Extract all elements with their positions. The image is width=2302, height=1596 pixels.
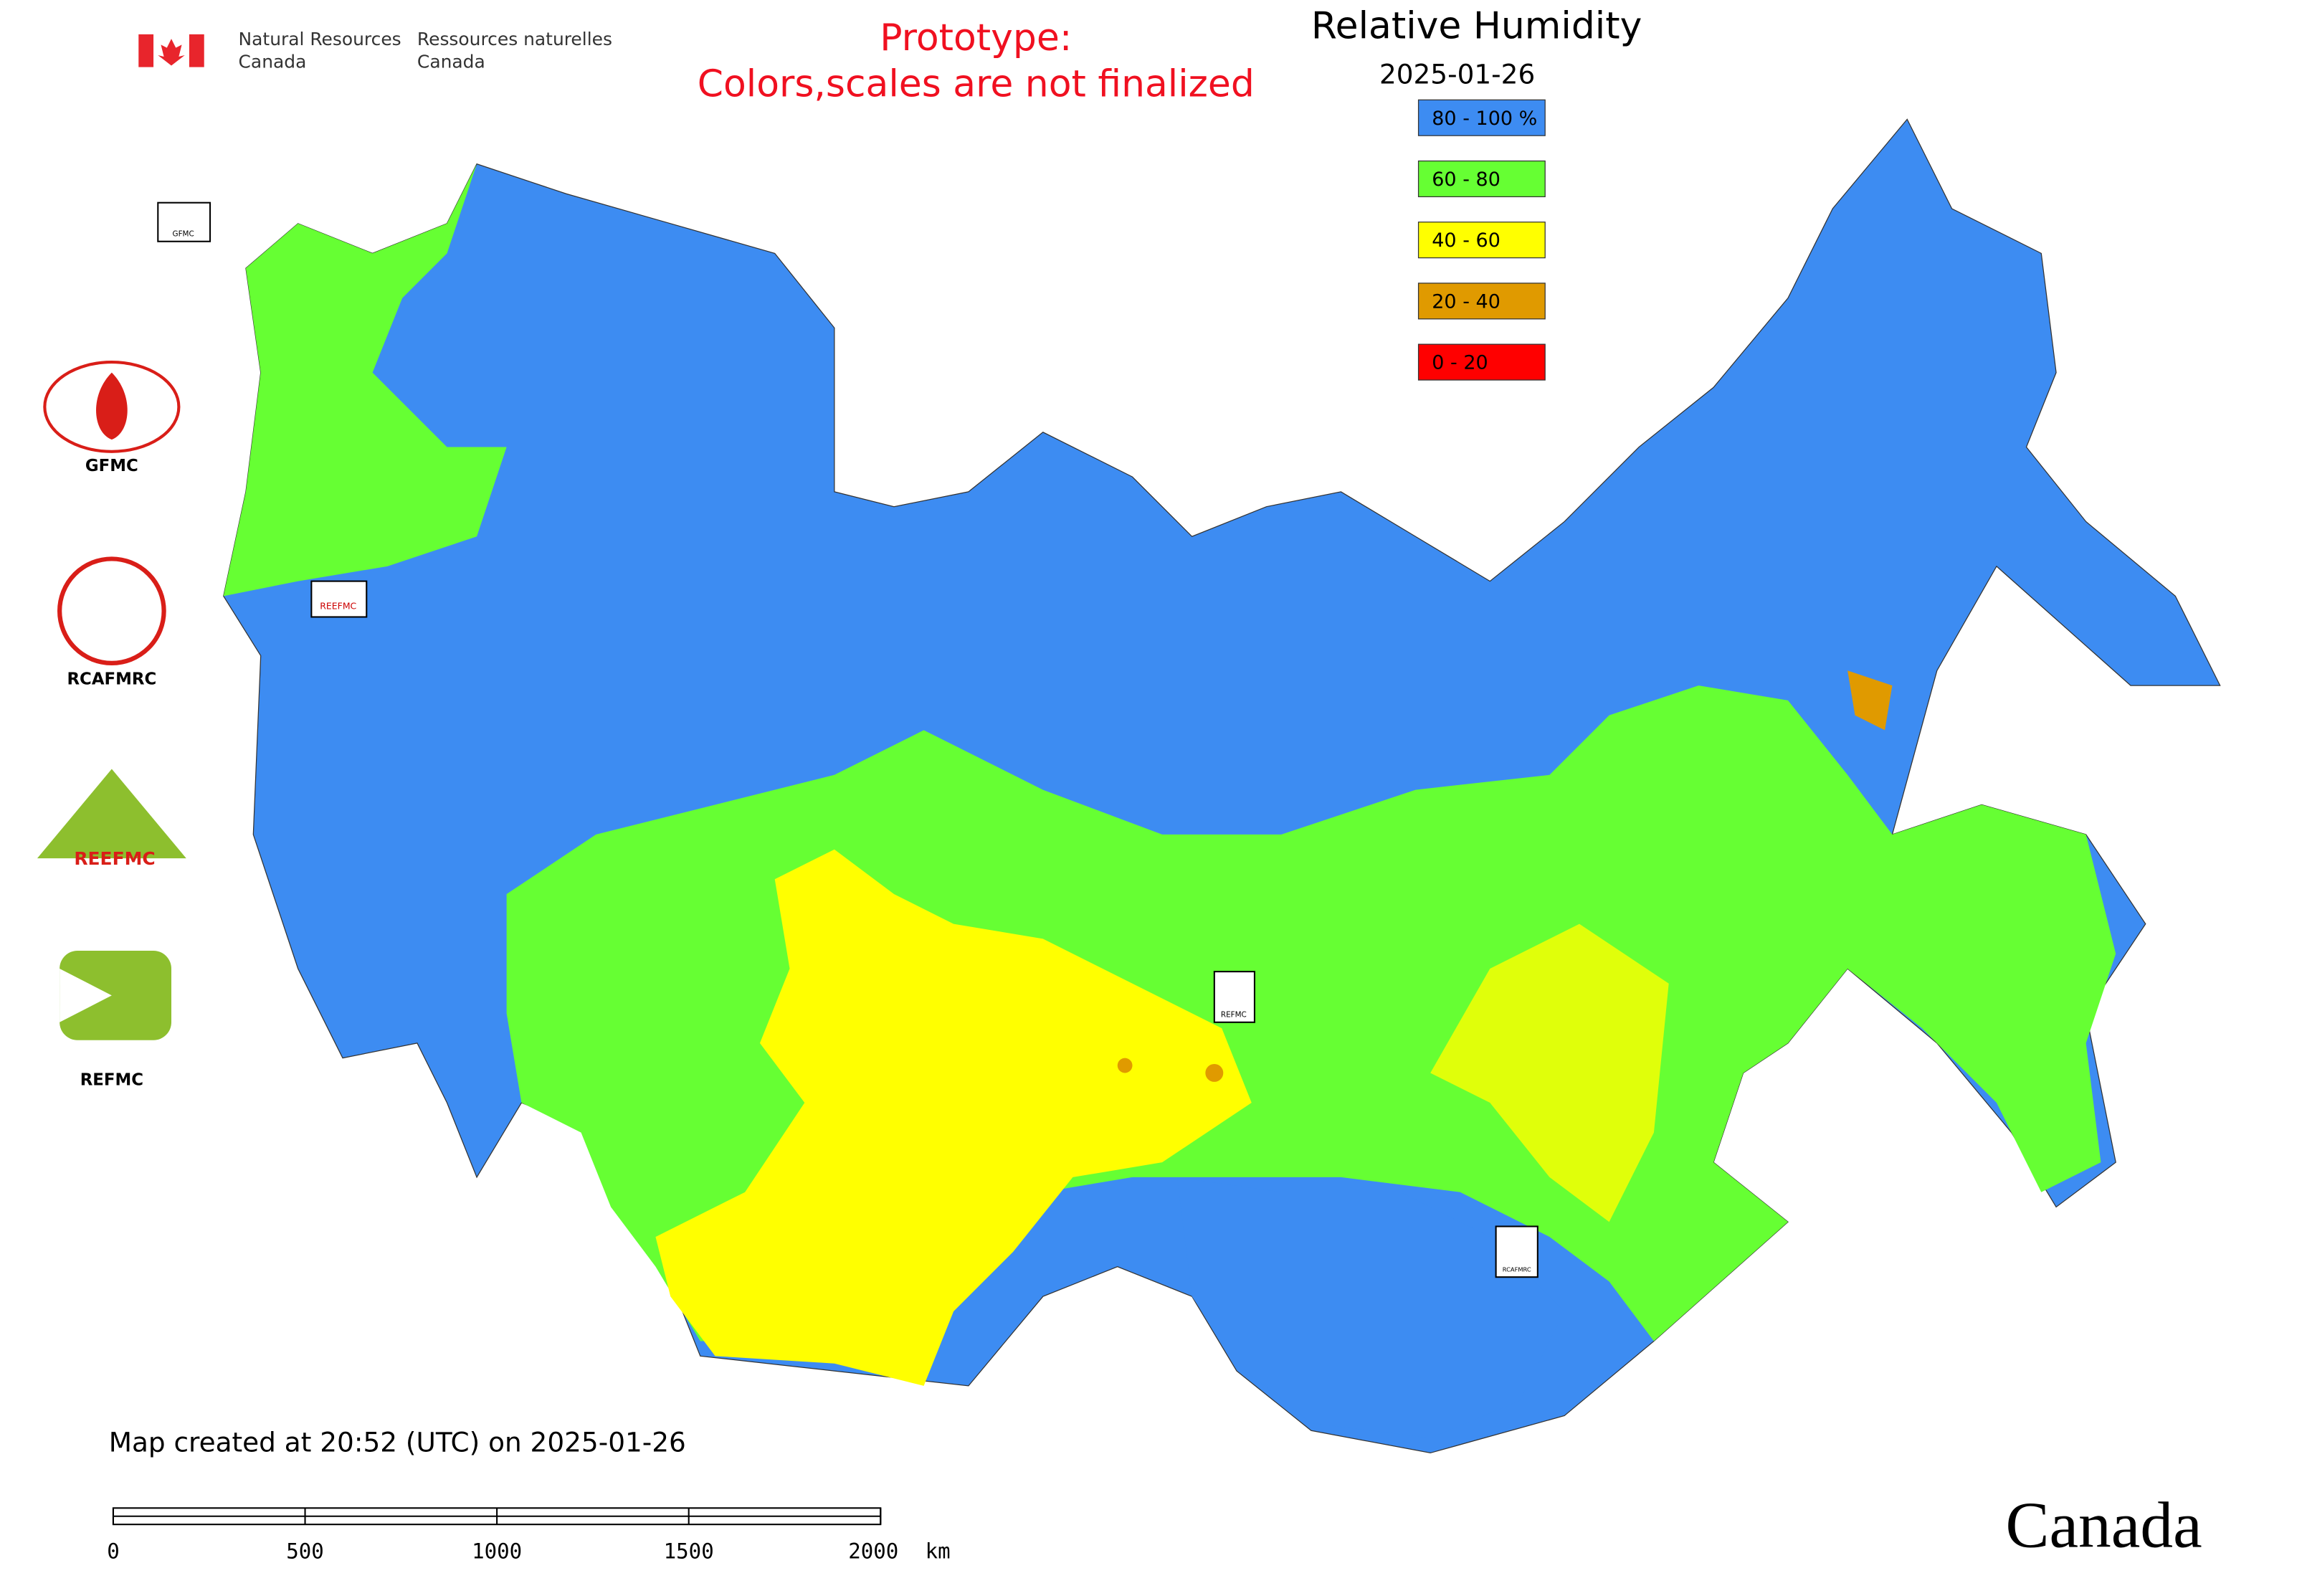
map-marker [157, 201, 211, 242]
nrcan-signature: Natural Resources Canada Ressources natu… [138, 29, 612, 72]
region-humid [1176, 1177, 1565, 1438]
region-very-dry [1205, 1063, 1224, 1082]
notice: Prototype: [880, 16, 1072, 60]
marker-label: RCAFMRC [1503, 1265, 1531, 1273]
created-note: Map created at 20:52 (UTC) on 2025-01-26 [109, 1426, 686, 1458]
legend-label: 60 - 80 [1432, 168, 1500, 191]
legend-swatch [1417, 222, 1546, 259]
maple-leaf [158, 39, 185, 66]
legend-label: 0 - 20 [1432, 352, 1488, 374]
logo-reefmc [37, 769, 186, 859]
logo-flame [96, 372, 128, 440]
scale-bar: 0 500 1000 1500 2000 km [107, 1507, 951, 1564]
canada-wordmark: Canada [2005, 1489, 2202, 1562]
logo-label: GFMC [85, 457, 138, 475]
agency-en: Canada [239, 51, 307, 72]
legend-swatch [1417, 282, 1546, 320]
legend-swatch [1417, 99, 1546, 136]
logo-sigma [60, 968, 112, 1022]
agency-en: Natural Resources [239, 29, 401, 49]
logo-label: REEFMC [74, 848, 155, 869]
logo-label: RCAFMRC [67, 670, 156, 688]
legend: 80 - 100 % 60 - 80 40 - 60 20 - 40 0 - 20 [1417, 99, 1546, 381]
legend-date: 2025-01-26 [1379, 59, 1535, 90]
agency-fr: Canada [417, 51, 485, 72]
legend-title: Relative Humidity [1311, 5, 1642, 48]
scale-label: 500 [286, 1539, 324, 1564]
region-moist [223, 163, 507, 597]
logos: GFMC RCAFMRC REEFMC REFMC [37, 361, 186, 1089]
logo-refmc [60, 951, 172, 1040]
legend-swatch [1417, 160, 1546, 198]
legend-label: 80 - 100 % [1432, 108, 1537, 130]
region-dry [655, 849, 1252, 1386]
scale-label: 2000 [848, 1539, 898, 1564]
flag-bar [138, 34, 154, 67]
map-marker [310, 580, 368, 618]
scale-unit: km [926, 1539, 951, 1564]
region-dry [1430, 923, 1669, 1222]
marker-label: REFMC [1221, 1010, 1247, 1019]
marker-label: GFMC [173, 229, 194, 238]
legend-label: 40 - 60 [1432, 229, 1500, 252]
region-very-dry [1847, 670, 1893, 731]
logo-rcafmrc [57, 556, 166, 666]
scale-label: 1500 [664, 1539, 714, 1564]
scale-label: 0 [107, 1539, 120, 1564]
agency-fr: Ressources naturelles [417, 29, 612, 49]
notice: Colors,scales are not finalized [698, 63, 1255, 106]
region-very-dry [1117, 1058, 1133, 1073]
scale-label: 1000 [472, 1539, 522, 1564]
marker-label: REEFMC [320, 600, 356, 611]
flag-bar [189, 34, 204, 67]
logo-label: REFMC [80, 1070, 143, 1089]
map: GFMC REEFMC REFMC RCAFMRC [157, 118, 2221, 1454]
map-marker [1213, 971, 1255, 1023]
legend-label: 20 - 40 [1432, 290, 1500, 313]
map-marker [1495, 1225, 1538, 1278]
legend-swatch [1417, 343, 1546, 381]
